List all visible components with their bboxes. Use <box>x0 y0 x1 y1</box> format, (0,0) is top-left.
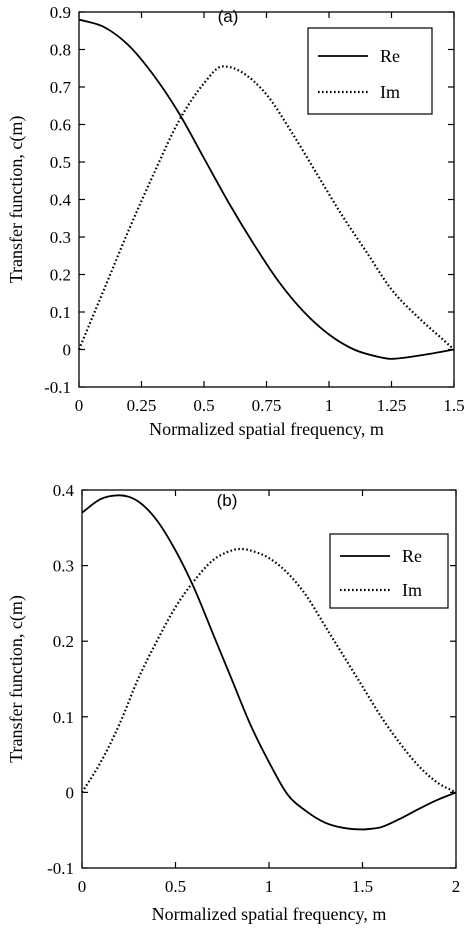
x-tick-label: 0.75 <box>252 396 282 415</box>
y-tick-label: 0.7 <box>50 78 72 97</box>
y-tick-label: 0.1 <box>53 708 74 727</box>
y-tick-label: 0.6 <box>50 116 71 135</box>
legend-label-im: Im <box>402 580 422 600</box>
y-tick-label: 0.9 <box>50 3 71 22</box>
series-line-re <box>78 18 455 360</box>
y-tick-label: 0.4 <box>53 481 75 500</box>
x-tick-label: 0 <box>75 396 84 415</box>
series-line-re <box>81 494 457 831</box>
y-tick-label: -0.1 <box>47 859 74 878</box>
series-line-im <box>77 65 455 351</box>
x-tick-label: 0 <box>78 877 87 896</box>
x-tick-label: 1.25 <box>377 396 407 415</box>
x-tick-label: 1.5 <box>443 396 464 415</box>
panel-label: (b) <box>217 491 238 510</box>
legend-box <box>307 27 433 115</box>
y-tick-label: -0.1 <box>44 378 71 397</box>
y-tick-label: 0.5 <box>50 153 71 172</box>
x-tick-label: 0.5 <box>165 877 186 896</box>
legend-box <box>329 533 449 609</box>
x-tick-label: 1 <box>265 877 274 896</box>
y-tick-label: 0.8 <box>50 41 71 60</box>
x-tick-label: 1 <box>325 396 334 415</box>
y-tick-label: 0 <box>66 783 75 802</box>
y-tick-label: 0.2 <box>53 632 74 651</box>
panel-a: 0 0.25 0.5 0.75 1 1.25 1.5-0.100.10.20.30.40.5… <box>6 3 465 439</box>
x-tick-label: 0.5 <box>193 396 214 415</box>
x-tick-label: 0.25 <box>127 396 157 415</box>
y-axis-label: Transfer function, c(m) <box>6 116 27 284</box>
y-tick-label: 0 <box>63 341 72 360</box>
legend-label-re: Re <box>402 546 422 566</box>
x-tick-label: 1.5 <box>352 877 373 896</box>
legend-label-im: Im <box>380 82 400 102</box>
y-tick-label: 0.2 <box>50 266 71 285</box>
y-tick-label: 0.3 <box>53 557 74 576</box>
x-axis-label: Normalized spatial frequency, m <box>149 419 384 439</box>
x-tick-label: 2 <box>452 877 461 896</box>
x-axis-label: Normalized spatial frequency, m <box>152 904 387 924</box>
series-line-im <box>81 547 457 794</box>
legend-label-re: Re <box>380 46 400 66</box>
y-tick-label: 0.4 <box>50 191 72 210</box>
y-tick-label: 0.1 <box>50 303 71 322</box>
panel-label: (a) <box>218 7 239 26</box>
y-tick-label: 0.3 <box>50 228 71 247</box>
y-axis-label: Transfer function, c(m) <box>6 595 27 763</box>
